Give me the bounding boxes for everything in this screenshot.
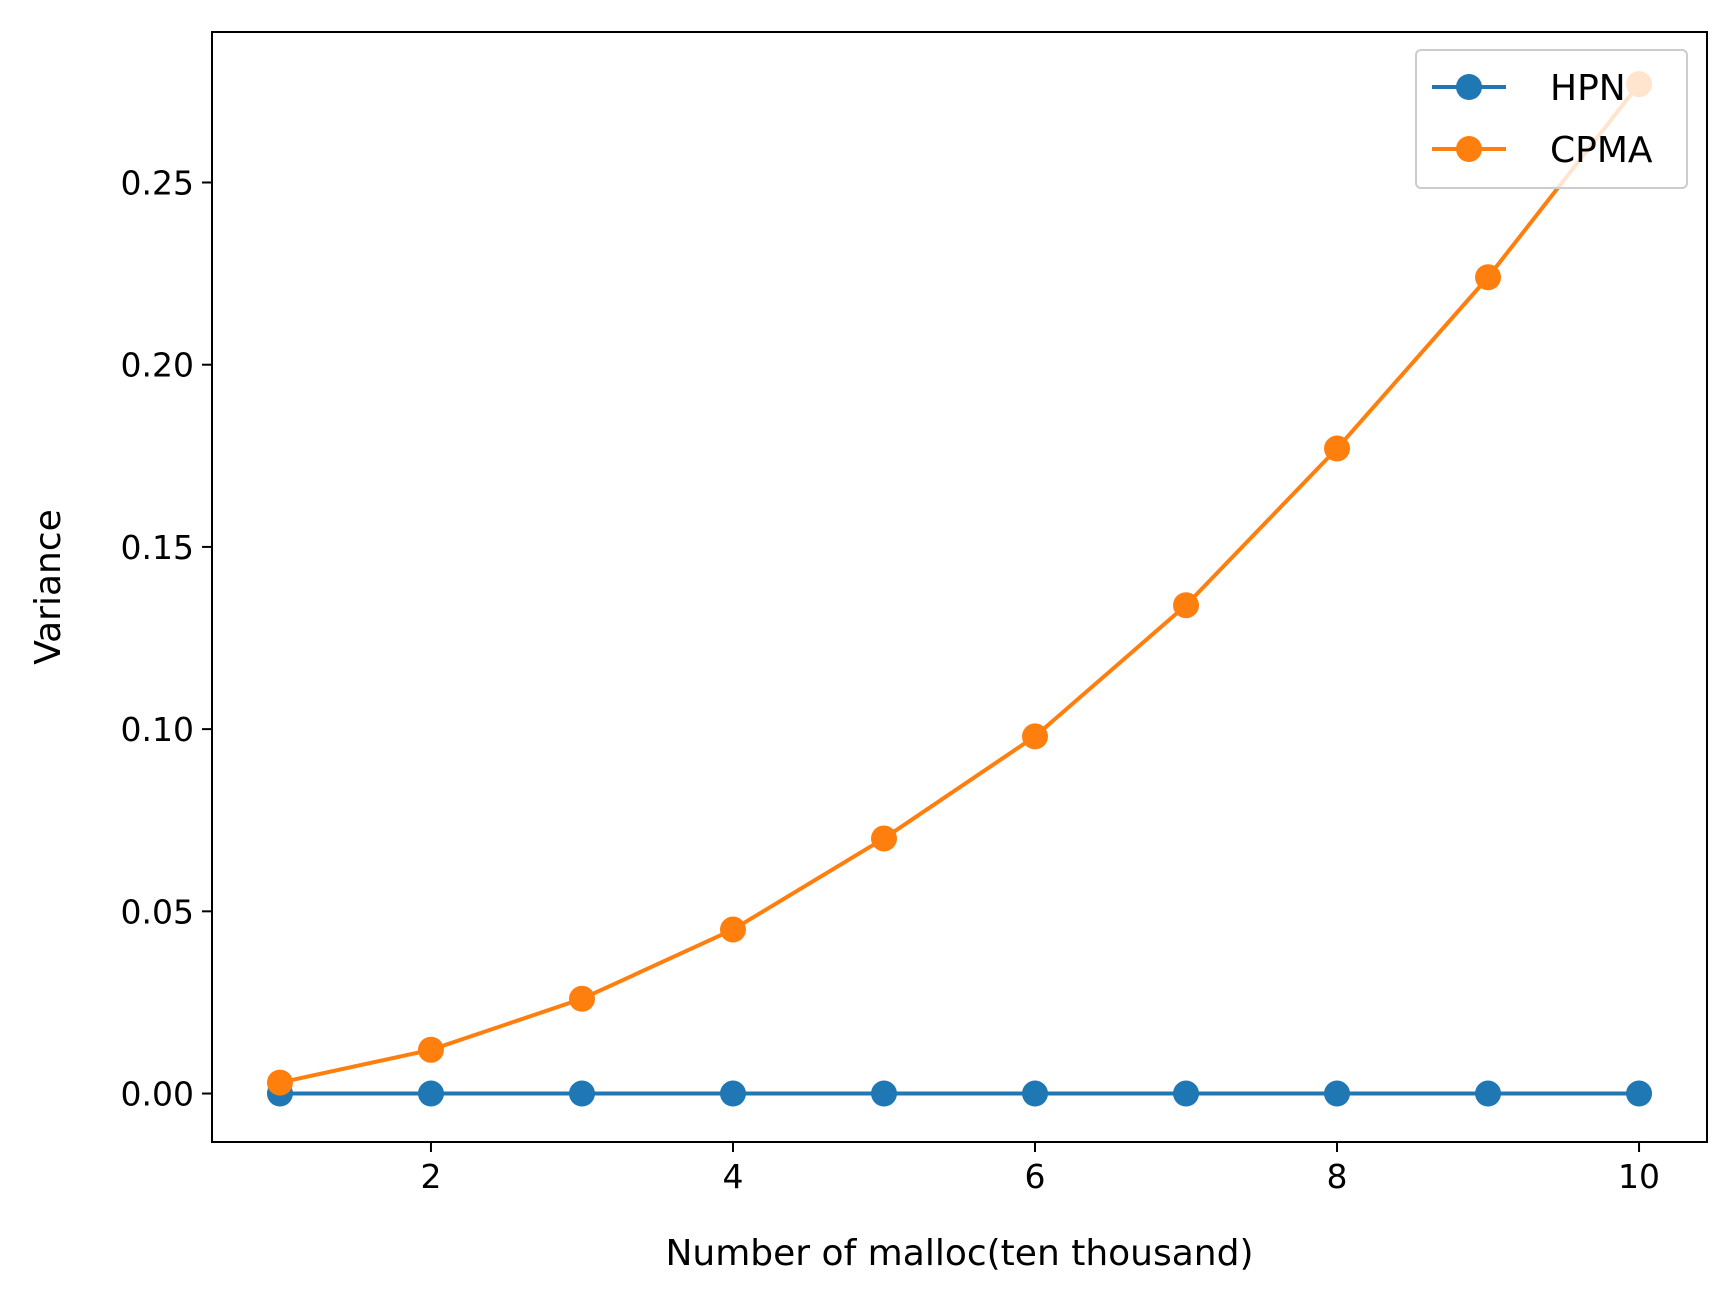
data-point-hpn [1626,1080,1653,1107]
x-tick-label: 4 [722,1157,743,1196]
legend-marker-cpma [1456,136,1482,162]
data-point-hpn [568,1080,595,1107]
x-axis: 2 4 6 8 10 [420,1142,1660,1196]
x-tick-label: 10 [1618,1157,1660,1196]
x-tick-label: 2 [420,1157,441,1196]
data-point-cpma [417,1036,444,1063]
legend: HPN CPMA [1415,49,1688,189]
x-tick-label: 6 [1025,1157,1046,1196]
legend-marker-hpn [1456,74,1482,100]
series-line-cpma [279,82,1641,1085]
data-point-cpma [1324,435,1351,462]
data-point-cpma [266,1069,293,1096]
plot-area [211,31,1708,1143]
y-axis: 0.00 0.05 0.10 0.15 0.20 0.25 [121,164,212,1114]
data-point-cpma [870,825,897,852]
legend-box [1415,49,1688,189]
data-point-hpn [417,1080,444,1107]
y-tick-label: 0.05 [121,892,194,931]
x-axis-label: Number of malloc(ten thousand) [665,1233,1253,1274]
data-point-cpma [1022,723,1049,750]
y-tick-label: 0.00 [121,1075,194,1114]
data-point-hpn [1173,1080,1200,1107]
y-axis-label: Variance [28,509,69,665]
data-point-hpn [1324,1080,1351,1107]
legend-label-cpma: CPMA [1550,130,1653,171]
data-point-hpn [719,1080,746,1107]
data-point-cpma [568,985,595,1012]
data-point-cpma [1475,264,1502,291]
data-point-cpma [719,916,746,943]
y-tick-label: 0.15 [121,528,194,567]
data-point-hpn [1022,1080,1049,1107]
data-point-cpma [1173,592,1200,619]
legend-label-hpn: HPN [1550,68,1626,109]
plot-frame [211,31,1708,1143]
y-tick-label: 0.20 [121,346,194,385]
data-point-hpn [1475,1080,1502,1107]
y-tick-label: 0.25 [121,164,194,203]
data-point-hpn [870,1080,897,1107]
y-tick-label: 0.10 [121,710,194,749]
x-tick-label: 8 [1327,1157,1348,1196]
